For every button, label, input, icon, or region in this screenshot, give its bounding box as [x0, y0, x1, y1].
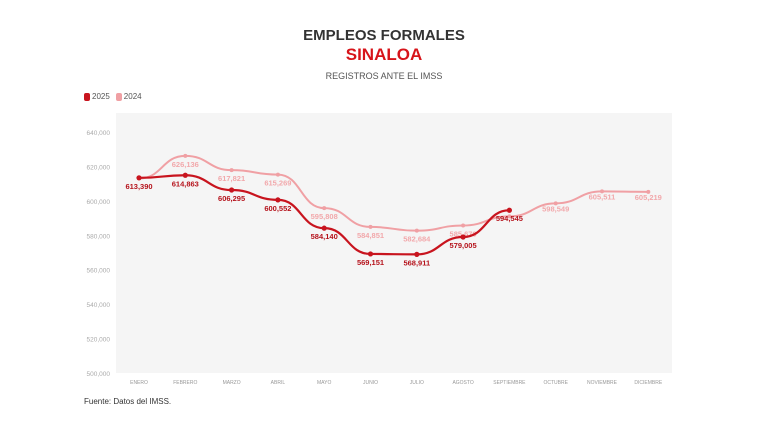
x-tick-label: ENERO — [130, 380, 148, 386]
chart-subtitle: SINALOA — [345, 45, 423, 64]
data-label-2024: 585,679 — [450, 230, 477, 239]
x-tick-label: OCTUBRE — [543, 380, 568, 386]
data-point-2025 — [275, 197, 281, 203]
data-point-2025 — [321, 225, 327, 231]
data-label-2024: 617,821 — [218, 174, 245, 183]
data-label-2024: 598,549 — [542, 204, 569, 213]
data-point-2024 — [507, 214, 512, 219]
data-point-2025 — [460, 234, 466, 240]
y-tick-label: 500,000 — [87, 371, 111, 378]
data-label-2025: 584,140 — [311, 232, 338, 241]
data-label-2024: 584,851 — [357, 231, 384, 240]
data-point-2025 — [506, 207, 512, 213]
data-label-2024: 595,808 — [311, 212, 338, 221]
y-tick-label: 540,000 — [87, 302, 111, 309]
y-tick-label: 620,000 — [87, 164, 111, 171]
data-label-2025: 568,911 — [403, 258, 430, 267]
data-point-2025 — [136, 175, 142, 181]
x-tick-label: AGOSTO — [452, 380, 473, 386]
data-label-2024: 605,219 — [635, 193, 662, 202]
data-point-2024 — [553, 201, 558, 206]
y-tick-label: 520,000 — [87, 337, 111, 344]
x-tick-label: JUNIO — [363, 380, 378, 386]
legend: 2025 2024 — [84, 92, 142, 101]
source-note: Fuente: Datos del IMSS. — [84, 397, 172, 406]
data-point-2024 — [183, 153, 188, 158]
chart-title: EMPLEOS FORMALES — [303, 27, 465, 44]
data-point-2025 — [414, 251, 420, 257]
y-tick-label: 600,000 — [87, 199, 111, 206]
data-label-2024: 615,269 — [264, 179, 291, 188]
data-label-2025: 569,151 — [357, 258, 384, 267]
data-point-2025 — [182, 172, 188, 178]
legend-item-2025[interactable]: 2025 — [84, 92, 110, 101]
data-label-2025: 614,863 — [172, 179, 199, 188]
data-label-2024: 582,684 — [403, 235, 431, 244]
data-label-2025: 579,005 — [450, 241, 477, 250]
x-tick-label: MAYO — [317, 380, 331, 386]
plot-area — [116, 113, 672, 373]
x-tick-label: FEBRERO — [173, 380, 197, 386]
chart-caption: REGISTROS ANTE EL IMSS — [325, 71, 443, 81]
data-point-2024 — [600, 189, 604, 194]
data-point-2024 — [275, 172, 280, 177]
x-tick-label: MARZO — [223, 380, 241, 386]
y-tick-label: 580,000 — [87, 233, 111, 240]
data-label-2025: 606,295 — [218, 194, 245, 203]
y-tick-label: 560,000 — [87, 268, 111, 275]
x-tick-label: SEPTIEMBRE — [493, 380, 526, 386]
data-label-2025: 600,552 — [264, 204, 291, 213]
x-tick-label: NOVIEMBRE — [587, 380, 618, 386]
data-point-2025 — [367, 251, 374, 257]
data-label-2024: 605,511 — [589, 192, 616, 201]
data-label-2024: 626,136 — [172, 160, 199, 169]
data-point-2025 — [229, 187, 235, 193]
x-tick-label: JULIO — [410, 380, 424, 386]
data-point-2024 — [322, 206, 327, 211]
data-point-2024 — [368, 224, 373, 229]
data-point-2024 — [646, 189, 651, 194]
x-tick-label: ABRIL — [271, 380, 286, 386]
data-point-2024 — [461, 223, 466, 228]
data-label-2025: 594,545 — [496, 214, 523, 223]
data-point-2024 — [414, 228, 419, 233]
x-tick-label: DICIEMBRE — [634, 380, 662, 386]
y-tick-label: 640,000 — [87, 130, 111, 137]
data-point-2024 — [229, 168, 234, 173]
legend-item-2024[interactable]: 2024 — [115, 92, 142, 101]
data-label-2025: 613,390 — [125, 182, 152, 191]
